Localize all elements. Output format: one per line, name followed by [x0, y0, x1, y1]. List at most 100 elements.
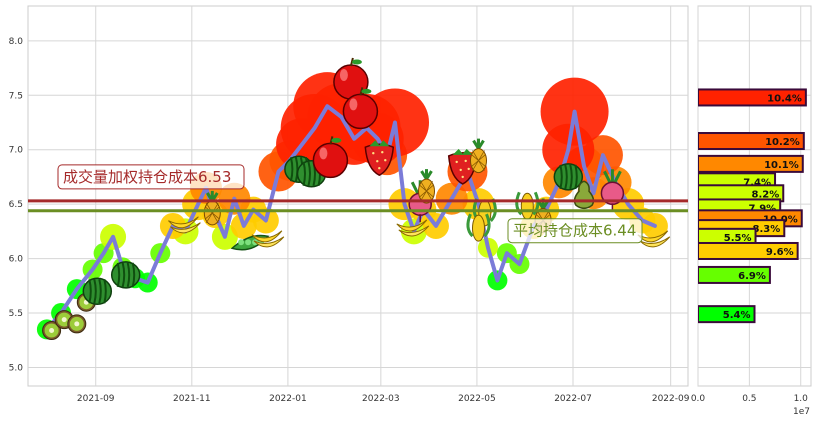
watermelon-icon: [553, 163, 584, 191]
watermelon-stripe: [126, 262, 131, 288]
strawberry-body: [364, 143, 395, 177]
pineapple-pattern: [205, 202, 220, 224]
reference-labels: 成交量加权持仓成本6.53 平均持仓成本6.44: [57, 164, 643, 244]
distribution-bar: [698, 132, 805, 151]
apple-leaf: [361, 88, 372, 94]
watermelon-rind: [82, 277, 113, 306]
price-axis-y: 5.0 5.5 6.0 6.5 7.0 7.5 8.0: [9, 37, 24, 374]
watermelon-stripe: [289, 157, 294, 182]
side-x-tick-label: 0.5: [742, 394, 756, 404]
pineapple-pattern: [419, 180, 434, 202]
strawberry-leaves: [369, 140, 390, 147]
watermelon-icon: [110, 261, 141, 289]
pineapple-pattern: [471, 150, 486, 171]
apple-shine: [319, 147, 328, 160]
y-tick-label: 5.5: [9, 309, 23, 319]
strawberry-seed: [376, 160, 379, 163]
apple-leaf: [331, 137, 342, 143]
distribution-bar-label: 9.6%: [766, 247, 794, 258]
watermelon-stripe: [93, 279, 97, 304]
banana-body: [396, 219, 428, 232]
strawberry-seed: [381, 151, 384, 154]
corn-cob: [472, 214, 485, 242]
y-tick-label: 7.0: [9, 146, 24, 156]
banana-body: [251, 230, 283, 243]
corn-husk: [515, 191, 540, 216]
banana-body: [639, 236, 671, 248]
watermelon-stripe: [103, 279, 107, 304]
watermelon-rind: [553, 163, 584, 191]
distribution-bar-label: 6.9%: [738, 271, 766, 282]
x-tick-label: 2021-09: [77, 394, 115, 404]
watermelon-stripe: [559, 164, 563, 190]
reference-label: 成交量加权持仓成本6.53: [63, 168, 231, 186]
x-tick-label: 2022-03: [362, 394, 400, 404]
strawberry-body: [447, 152, 478, 185]
distribution-axis-exponent: 1e7: [793, 407, 810, 417]
radish-leaves: [603, 169, 622, 184]
watermelon-stripe: [302, 161, 306, 186]
strawberry-icon: [364, 140, 395, 177]
banana-icon: [396, 219, 430, 237]
distribution-bar-label: 5.5%: [724, 233, 752, 244]
pea: [245, 239, 252, 246]
banana-body: [253, 236, 285, 248]
apple-icon: [342, 87, 379, 130]
distribution-bar-label: 5.4%: [723, 310, 751, 321]
kiwi-core: [49, 328, 55, 333]
apple-body: [312, 142, 349, 179]
x-tick-label: 2022-01: [269, 394, 307, 404]
y-tick-label: 8.0: [9, 37, 24, 47]
x-tick-label: 2022-09: [652, 394, 690, 404]
strawberry-leaves: [452, 148, 473, 155]
x-tick-label: 2022-05: [458, 394, 496, 404]
distribution-bar: [698, 265, 771, 284]
strawberry-seed: [459, 168, 462, 172]
pineapple-icon: [470, 138, 487, 174]
watermelon-stripe: [88, 279, 92, 304]
apple-shine: [339, 69, 348, 81]
kiwi-core: [61, 317, 67, 323]
reference-label: 平均持仓成本6.44: [513, 222, 636, 240]
distribution-bar: [698, 88, 807, 107]
banana-body: [637, 230, 669, 243]
distribution-bar-label: 7.4%: [743, 177, 771, 188]
watermelon-stripe: [98, 279, 102, 304]
distribution-bar-label: 7.9%: [748, 203, 776, 214]
y-tick-label: 7.5: [9, 91, 23, 101]
reference-label-box: [57, 164, 245, 190]
y-tick-label: 6.5: [9, 200, 23, 210]
distribution-panel: 0.0 0.5 1.0 10.4%10.2%10.1%7.4%8.2%7.9%10.…: [691, 5, 812, 417]
watermelon-stripe: [294, 157, 299, 182]
distribution-bar-label: 10.4%: [767, 93, 802, 104]
side-x-tick-label: 1.0: [794, 394, 809, 404]
y-tick-label: 6.0: [9, 255, 24, 265]
apple-shine: [349, 98, 358, 111]
banana-body: [170, 222, 201, 234]
apple-body: [342, 93, 379, 130]
kiwi-core: [74, 321, 80, 327]
distribution-bar: [698, 154, 804, 173]
side-x-tick-label: 0.0: [691, 394, 706, 404]
corn-husk: [466, 213, 491, 238]
corn-cob: [520, 192, 534, 220]
pea: [238, 239, 245, 246]
watermelon-rind: [110, 261, 141, 289]
distribution-bar: [698, 305, 756, 324]
strawberry-seed: [455, 160, 458, 164]
apple-leaf: [351, 59, 362, 65]
pineapple-icon: [418, 169, 435, 204]
price-panel: 5.0 5.5 6.0 6.5 7.0 7.5 8.0 2021-09 2021-11 2022…: [9, 5, 690, 404]
strawberry-seed: [384, 159, 387, 162]
kiwi-icon: [67, 314, 87, 334]
apple-icon: [333, 57, 369, 100]
watermelon-stripe: [569, 164, 573, 190]
x-tick-label: 2022-07: [554, 394, 592, 404]
x-tick-label: 2021-11: [173, 394, 211, 404]
banana-icon: [168, 216, 201, 234]
distribution-axis-x: 0.0 0.5 1.0: [691, 394, 808, 404]
distribution-bars: 10.4%10.2%10.1%7.4%8.2%7.9%10.0%8.3%5.5%…: [698, 88, 807, 324]
strawberry-seed: [372, 152, 375, 155]
watermelon-stripe: [574, 164, 578, 190]
